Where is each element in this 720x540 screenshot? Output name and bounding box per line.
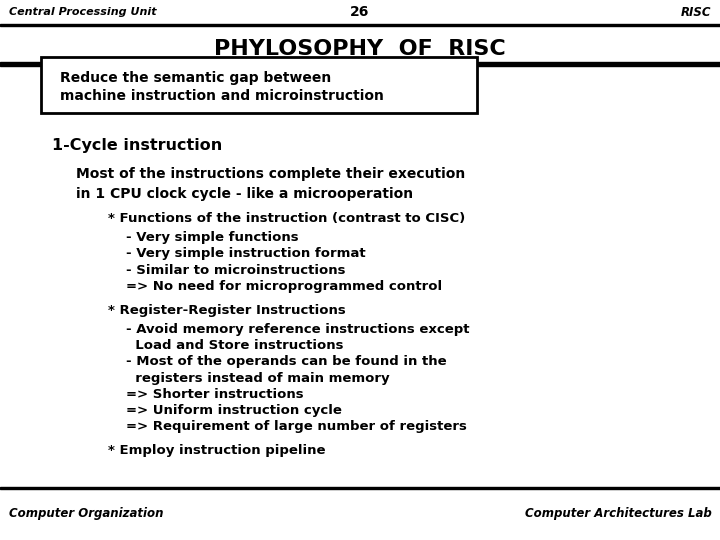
- Text: 1-Cycle instruction: 1-Cycle instruction: [52, 138, 222, 153]
- Text: registers instead of main memory: registers instead of main memory: [126, 372, 390, 384]
- Text: Computer Architectures Lab: Computer Architectures Lab: [525, 507, 711, 519]
- Text: => Requirement of large number of registers: => Requirement of large number of regist…: [126, 420, 467, 433]
- Text: in 1 CPU clock cycle - like a microoperation: in 1 CPU clock cycle - like a microopera…: [76, 187, 413, 201]
- Text: 26: 26: [351, 5, 369, 19]
- Text: PHYLOSOPHY  OF  RISC: PHYLOSOPHY OF RISC: [214, 38, 506, 59]
- Text: - Avoid memory reference instructions except: - Avoid memory reference instructions ex…: [126, 323, 469, 336]
- Text: - Most of the operands can be found in the: - Most of the operands can be found in t…: [126, 355, 446, 368]
- Text: Computer Organization: Computer Organization: [9, 507, 163, 519]
- FancyBboxPatch shape: [41, 57, 477, 113]
- Text: - Very simple instruction format: - Very simple instruction format: [126, 247, 366, 260]
- Text: => No need for microprogrammed control: => No need for microprogrammed control: [126, 280, 442, 293]
- Text: RISC: RISC: [681, 5, 711, 19]
- Text: * Functions of the instruction (contrast to CISC): * Functions of the instruction (contrast…: [108, 212, 465, 225]
- Text: Reduce the semantic gap between: Reduce the semantic gap between: [60, 71, 332, 85]
- Text: machine instruction and microinstruction: machine instruction and microinstruction: [60, 89, 384, 103]
- Text: Most of the instructions complete their execution: Most of the instructions complete their …: [76, 167, 465, 181]
- Text: => Shorter instructions: => Shorter instructions: [126, 388, 304, 401]
- Text: Load and Store instructions: Load and Store instructions: [126, 339, 343, 352]
- Bar: [0, 24, 720, 26]
- Text: * Employ instruction pipeline: * Employ instruction pipeline: [108, 444, 325, 457]
- Text: - Very simple functions: - Very simple functions: [126, 231, 299, 244]
- Text: * Register-Register Instructions: * Register-Register Instructions: [108, 304, 346, 317]
- Bar: [0, 487, 720, 489]
- Bar: [0, 62, 720, 66]
- Text: Central Processing Unit: Central Processing Unit: [9, 7, 156, 17]
- Text: => Uniform instruction cycle: => Uniform instruction cycle: [126, 404, 342, 417]
- Text: - Similar to microinstructions: - Similar to microinstructions: [126, 264, 346, 276]
